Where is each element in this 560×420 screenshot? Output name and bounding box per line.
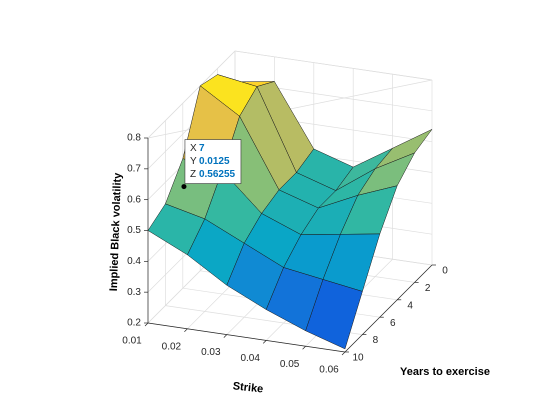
tick-mark: [223, 334, 228, 338]
y-tick-label: 0.02: [162, 341, 182, 352]
tick-mark: [262, 340, 267, 344]
y-tick-label: 0.05: [280, 359, 300, 370]
y-tick-label: 0.04: [240, 353, 260, 364]
x-tick-label: 6: [390, 318, 396, 329]
y-tick-label: 0.01: [122, 336, 142, 347]
tick-mark: [184, 328, 188, 333]
z-tick-label: 0.4: [127, 256, 141, 267]
z-tick-label: 0.2: [127, 318, 141, 329]
y-axis-label: Strike: [232, 380, 264, 395]
datatip-label: X: [190, 143, 197, 154]
datatip-value: 7: [199, 143, 205, 154]
z-axis-label: Implied Black volatility: [108, 172, 124, 292]
x-tick-label: 4: [407, 300, 413, 311]
z-tick-label: 0.3: [127, 287, 141, 298]
datatip-box: [184, 139, 242, 184]
datatip-value: 0.0125: [199, 156, 230, 167]
tick-mark: [302, 345, 306, 350]
z-tick-label: 0.5: [127, 225, 141, 236]
surface: [147, 74, 433, 350]
surface-patch: [305, 279, 363, 350]
y-tick-label: 0.06: [319, 365, 339, 376]
x-tick-label: 10: [352, 353, 364, 364]
z-tick-label: 0.7: [127, 163, 141, 174]
tick-mark: [144, 322, 149, 327]
x-tick-label: 0: [442, 266, 448, 277]
y-tick-label: 0.03: [201, 347, 221, 358]
datatip-marker: [181, 184, 187, 190]
x-axis: [344, 264, 433, 353]
y-axis: [147, 322, 346, 353]
datatip-value: 0.56255: [199, 169, 236, 180]
z-tick-label: 0.8: [127, 133, 141, 144]
axes: 0.01 0.02 0.03 0.04 0.05 0.06 02 468 10 0.2 0.3 0.4…: [122, 133, 448, 376]
datatip-label: Y: [190, 156, 197, 167]
z-tick-label: 0.6: [127, 194, 141, 205]
x-axis-label: Years to exercise: [400, 366, 490, 378]
datatip-label: Z: [190, 169, 196, 180]
tick-mark: [341, 351, 346, 356]
x-tick-label: 8: [373, 335, 379, 346]
x-tick-label: 2: [425, 283, 431, 294]
